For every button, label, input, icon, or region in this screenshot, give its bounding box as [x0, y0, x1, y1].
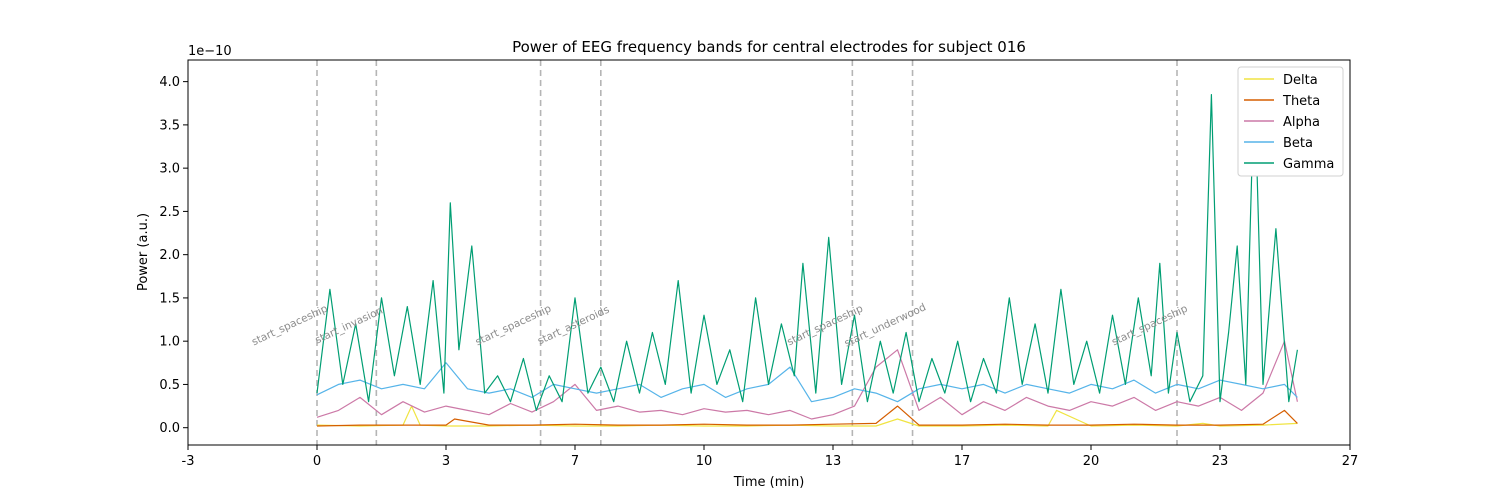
y-axis-label: Power (a.u.) — [136, 213, 151, 291]
y-tick-label: 0.5 — [159, 378, 180, 393]
y-tick-label: 2.5 — [159, 205, 180, 220]
axes-frame — [187, 59, 1351, 446]
legend-label-theta: Theta — [1282, 94, 1320, 109]
x-tick-label: 13 — [825, 454, 842, 469]
series-line-beta — [316, 362, 1298, 403]
y-tick-label: 3.5 — [159, 118, 180, 133]
series-line-delta — [316, 405, 1298, 427]
y-tick-label: 1.5 — [159, 291, 180, 306]
y-tick-label: 3.0 — [159, 162, 180, 177]
y-tick-label: 2.0 — [159, 248, 180, 263]
series-line-alpha — [316, 340, 1298, 420]
y-tick-label: 1.0 — [159, 335, 180, 350]
x-tick-label: 7 — [571, 454, 579, 469]
event-label: start_spaceship — [1110, 303, 1190, 349]
y-tick-label: 4.0 — [159, 75, 180, 90]
series-line-theta — [316, 405, 1298, 427]
x-tick-label: 23 — [1212, 454, 1229, 469]
legend-label-alpha: Alpha — [1283, 115, 1320, 130]
legend: Delta Theta Alpha Beta Gamma — [1237, 66, 1344, 177]
chart-title: Power of EEG frequency bands for central… — [512, 38, 1026, 56]
y-offset-label: 1e−10 — [188, 44, 232, 59]
x-tick-label: 27 — [1342, 454, 1359, 469]
legend-label-delta: Delta — [1283, 73, 1318, 88]
x-tick-label: 20 — [1083, 454, 1100, 469]
legend-label-gamma: Gamma — [1283, 157, 1334, 172]
legend-box — [1237, 66, 1344, 177]
x-tick-label: -3 — [182, 454, 195, 469]
series-line-gamma — [316, 76, 1298, 411]
x-tick-label: 3 — [442, 454, 450, 469]
y-tick-label: 0.0 — [159, 421, 180, 436]
x-axis-label: Time (min) — [733, 475, 805, 490]
x-tick-label: 17 — [954, 454, 971, 469]
x-tick-label: 10 — [696, 454, 713, 469]
legend-label-beta: Beta — [1283, 136, 1313, 151]
x-tick-label: 0 — [313, 454, 321, 469]
